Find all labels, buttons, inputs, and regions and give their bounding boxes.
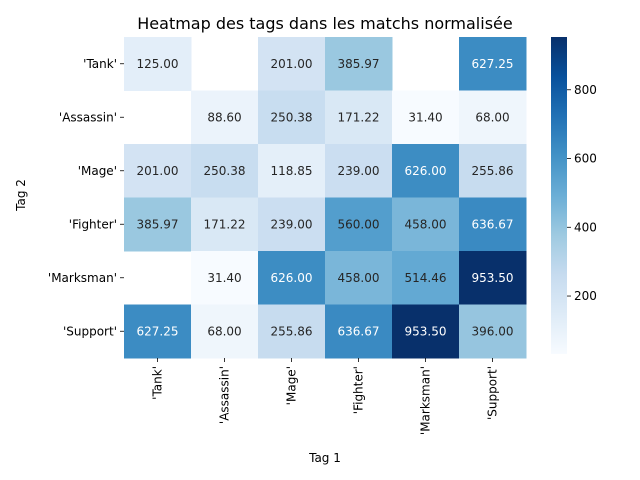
- cell-value-label: 250.38: [204, 164, 246, 178]
- heatmap-cell: [191, 197, 259, 252]
- heatmap-cell: [258, 197, 326, 252]
- cell-value-label: 385.97: [137, 217, 179, 231]
- y-tick-label: 'Marksman': [48, 271, 117, 285]
- cell-value-label: 125.00: [137, 57, 179, 71]
- y-tick-label: 'Tank': [83, 57, 117, 71]
- cell-value-label: 396.00: [472, 324, 514, 338]
- y-axis-ticks: 'Tank' 'Assassin' 'Mage' 'Fighter' 'Marksman…: [48, 57, 124, 338]
- y-tick-label: 'Support': [63, 324, 117, 338]
- heatmap-cell: [191, 144, 259, 198]
- cell-value-label: 385.97: [338, 57, 380, 71]
- chart-title: Heatmap des tags dans les matchs normali…: [137, 14, 512, 33]
- cell-value-label: 627.25: [137, 324, 179, 338]
- heatmap-cell: [124, 144, 192, 198]
- cell-value-label: 636.67: [472, 217, 514, 231]
- colorbar-tick-label: 800: [574, 83, 597, 97]
- heatmap-cell: [392, 144, 460, 198]
- x-tick-label: 'Fighter': [352, 366, 366, 414]
- heatmap-cell: [459, 304, 527, 359]
- heatmap-cell: [459, 197, 527, 252]
- heatmap-cell-labels: 125.00 201.00 385.97 627.25 88.60 250.38 171.2…: [137, 57, 514, 339]
- cell-value-label: 171.22: [338, 110, 380, 124]
- heatmap-cell: [459, 90, 527, 145]
- heatmap-cell: [191, 90, 259, 145]
- heatmap-cell: [124, 304, 192, 359]
- cell-value-label: 201.00: [137, 164, 179, 178]
- cell-value-label: 636.67: [338, 324, 380, 338]
- heatmap-cell: [392, 251, 460, 305]
- cell-value-label: 239.00: [271, 217, 313, 231]
- heatmap-cell: [258, 90, 326, 145]
- heatmap-cell: [459, 37, 527, 91]
- heatmap-cell: [191, 251, 259, 305]
- heatmap-cell: [392, 304, 460, 359]
- heatmap-cell: [258, 144, 326, 198]
- cell-value-label: 560.00: [338, 217, 380, 231]
- heatmap-cell: [258, 304, 326, 359]
- x-tick-label: 'Support': [486, 366, 500, 420]
- cell-value-label: 250.38: [271, 110, 313, 124]
- cell-value-label: 626.00: [405, 164, 447, 178]
- y-tick-label: 'Assassin': [59, 110, 117, 124]
- heatmap-cell: [258, 251, 326, 305]
- colorbar-tick-label: 400: [574, 220, 597, 234]
- cell-value-label: 514.46: [405, 271, 447, 285]
- heatmap-cell: [459, 144, 527, 198]
- colorbar-gradient: [551, 37, 567, 354]
- colorbar: 200 400 600 800: [551, 37, 597, 354]
- cell-value-label: 31.40: [207, 271, 241, 285]
- cell-value-label: 626.00: [271, 271, 313, 285]
- cell-value-label: 627.25: [472, 57, 514, 71]
- x-tick-label: 'Mage': [285, 366, 299, 405]
- x-tick-label: 'Marksman': [419, 366, 433, 435]
- heatmap-cell: [325, 197, 393, 252]
- cell-value-label: 201.00: [271, 57, 313, 71]
- cell-value-label: 68.00: [207, 324, 241, 338]
- cell-value-label: 68.00: [475, 110, 509, 124]
- x-tick-label: 'Assassin': [218, 366, 232, 424]
- cell-value-label: 118.85: [271, 164, 313, 178]
- heatmap-cell: [325, 304, 393, 359]
- heatmap-cell: [325, 251, 393, 305]
- x-axis-ticks: 'Tank' 'Assassin' 'Mage' 'Fighter' 'Marksman…: [151, 358, 500, 435]
- x-tick-label: 'Tank': [151, 366, 165, 400]
- heatmap-cell: [459, 251, 527, 305]
- heatmap-cell: [392, 90, 460, 145]
- y-tick-label: 'Mage': [78, 164, 117, 178]
- heatmap-cell: [325, 144, 393, 198]
- cell-value-label: 239.00: [338, 164, 380, 178]
- cell-value-label: 255.86: [472, 164, 514, 178]
- y-tick-label: 'Fighter': [69, 217, 117, 231]
- cell-value-label: 88.60: [207, 110, 241, 124]
- cell-value-label: 31.40: [408, 110, 442, 124]
- colorbar-tick-label: 600: [574, 152, 597, 166]
- heatmap-cell: [191, 304, 259, 359]
- heatmap-cell: [124, 197, 192, 252]
- heatmap-cell: [258, 37, 326, 91]
- y-axis-label: Tag 2: [14, 179, 28, 212]
- heatmap-cell: [325, 90, 393, 145]
- heatmap-cell: [124, 37, 192, 91]
- cell-value-label: 953.50: [472, 271, 514, 285]
- heatmap-cells: [124, 37, 527, 359]
- cell-value-label: 171.22: [204, 217, 246, 231]
- cell-value-label: 458.00: [405, 217, 447, 231]
- heatmap-cell: [392, 197, 460, 252]
- heatmap-cell: [325, 37, 393, 91]
- cell-value-label: 458.00: [338, 271, 380, 285]
- x-axis-label: Tag 1: [308, 451, 341, 465]
- cell-value-label: 953.50: [405, 324, 447, 338]
- cell-value-label: 255.86: [271, 324, 313, 338]
- colorbar-tick-label: 200: [574, 289, 597, 303]
